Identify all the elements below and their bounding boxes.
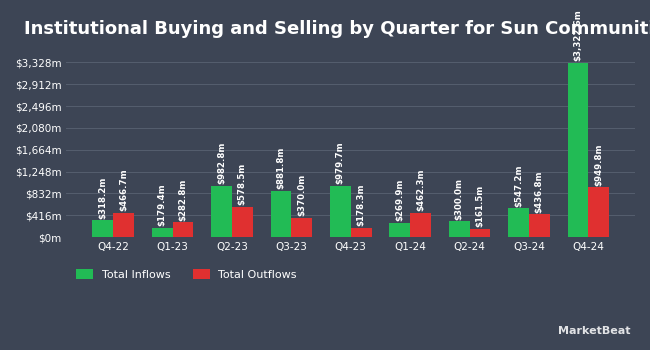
Text: $982.8m: $982.8m: [217, 142, 226, 184]
Text: $300.0m: $300.0m: [454, 178, 463, 220]
Text: $269.9m: $269.9m: [395, 179, 404, 221]
Text: $949.8m: $949.8m: [594, 143, 603, 186]
Bar: [270, 191, 291, 237]
Bar: [588, 187, 609, 237]
Bar: [351, 228, 372, 237]
Text: $3,322.6m: $3,322.6m: [573, 9, 582, 61]
Text: $436.8m: $436.8m: [535, 170, 544, 212]
Title: Institutional Buying and Selling by Quarter for Sun Communities: Institutional Buying and Selling by Quar…: [24, 20, 650, 38]
Text: $161.5m: $161.5m: [475, 185, 484, 227]
Bar: [291, 218, 312, 237]
Text: MarketBeat: MarketBeat: [558, 326, 630, 336]
Text: $547.2m: $547.2m: [514, 164, 523, 207]
Bar: [448, 221, 469, 237]
Bar: [232, 207, 253, 237]
Bar: [211, 186, 232, 237]
Text: $179.4m: $179.4m: [158, 183, 166, 226]
Bar: [92, 220, 113, 237]
Text: $578.5m: $578.5m: [238, 163, 247, 205]
Text: $462.3m: $462.3m: [416, 169, 425, 211]
Bar: [172, 222, 193, 237]
Text: $318.2m: $318.2m: [98, 176, 107, 219]
Text: $370.0m: $370.0m: [297, 174, 306, 216]
Text: $881.8m: $881.8m: [276, 147, 285, 189]
Bar: [151, 228, 172, 237]
Bar: [508, 208, 529, 237]
Text: $178.3m: $178.3m: [357, 184, 366, 226]
Text: $979.7m: $979.7m: [336, 141, 345, 184]
Bar: [529, 214, 550, 237]
Bar: [389, 223, 410, 237]
Bar: [113, 212, 134, 237]
Bar: [567, 63, 588, 237]
Bar: [469, 229, 490, 237]
Legend: Total Inflows, Total Outflows: Total Inflows, Total Outflows: [72, 265, 302, 285]
Bar: [330, 186, 351, 237]
Text: $466.7m: $466.7m: [119, 168, 128, 211]
Text: $282.8m: $282.8m: [178, 178, 187, 221]
Bar: [410, 213, 431, 237]
